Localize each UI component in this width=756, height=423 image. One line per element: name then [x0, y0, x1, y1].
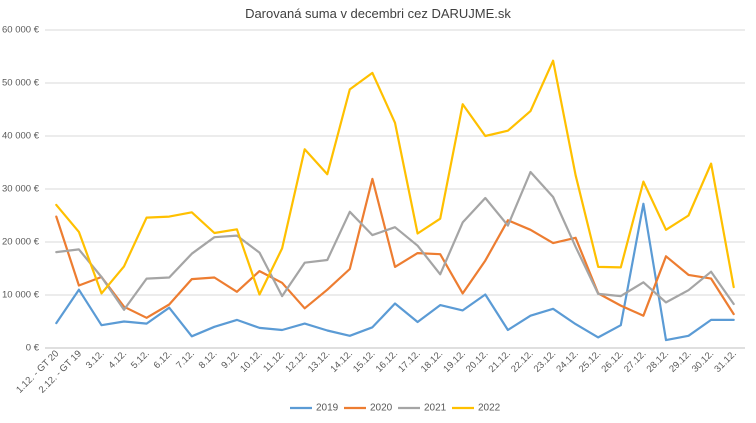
y-tick-label: 60 000 € [2, 25, 40, 36]
series-line-2021 [55, 170, 735, 311]
x-tick-label: 20.12. [464, 348, 490, 374]
y-tick-label: 40 000 € [2, 131, 40, 142]
x-tick-label: 18.12. [419, 348, 445, 374]
x-tick-label: 8.12. [197, 348, 220, 371]
series-line-2022 [55, 59, 735, 296]
legend-label-2020: 2020 [370, 403, 393, 414]
legend-label-2021: 2021 [424, 403, 447, 414]
x-tick-label: 26.12. [599, 348, 625, 374]
x-tick-label: 30.12. [690, 348, 716, 374]
y-axis-ticks: 0 € 10 000 € 20 000 € 30 000 € 40 000 € 50 00… [2, 25, 40, 354]
x-tick-label: 22.12. [509, 348, 535, 374]
x-tick-label: 3.12. [84, 348, 107, 371]
chart-title: Darovaná suma v decembri cez DARUJME.sk [245, 6, 511, 21]
x-tick-label: 7.12. [174, 348, 197, 371]
x-tick-label: 28.12. [645, 348, 671, 374]
x-tick-label: 17.12. [396, 348, 422, 374]
y-tick-label: 20 000 € [2, 237, 40, 248]
x-tick-label: 29.12. [667, 348, 693, 374]
x-tick-label: 31.12. [712, 348, 738, 374]
y-tick-label: 10 000 € [2, 290, 40, 301]
legend-label-2022: 2022 [478, 403, 501, 414]
x-tick-label: 21.12. [487, 348, 513, 374]
x-tick-label: 12.12. [283, 348, 309, 374]
series-line-2020 [55, 177, 735, 319]
x-tick-label: 19.12. [441, 348, 467, 374]
x-tick-label: 25.12. [577, 348, 603, 374]
x-tick-label: 23.12. [532, 348, 558, 374]
y-tick-label: 0 € [26, 343, 40, 354]
legend: 2019 2020 2021 2022 [290, 403, 501, 414]
x-tick-label: 27.12. [622, 348, 648, 374]
legend-label-2019: 2019 [316, 403, 339, 414]
x-tick-label: 24.12. [554, 348, 580, 374]
x-tick-label: 11.12. [261, 348, 287, 374]
x-tick-label: 15.12. [351, 348, 377, 374]
x-tick-label: 5.12. [129, 348, 152, 371]
series-line-2019 [55, 202, 735, 342]
x-tick-label: 14.12. [328, 348, 354, 374]
y-tick-label: 50 000 € [2, 78, 40, 89]
gridlines [45, 29, 745, 296]
x-tick-label: 13.12. [306, 348, 332, 374]
x-tick-label: 10.12. [238, 348, 264, 374]
x-tick-label: 4.12. [106, 348, 129, 371]
x-tick-label: 16.12. [374, 348, 400, 374]
series-lines [55, 59, 735, 342]
x-tick-label: 6.12. [152, 348, 175, 371]
y-tick-label: 30 000 € [2, 184, 40, 195]
x-axis-ticks: 1.12. - GT 202.12. - GT 19 3.12. 4.12. 5.12… [14, 348, 739, 395]
